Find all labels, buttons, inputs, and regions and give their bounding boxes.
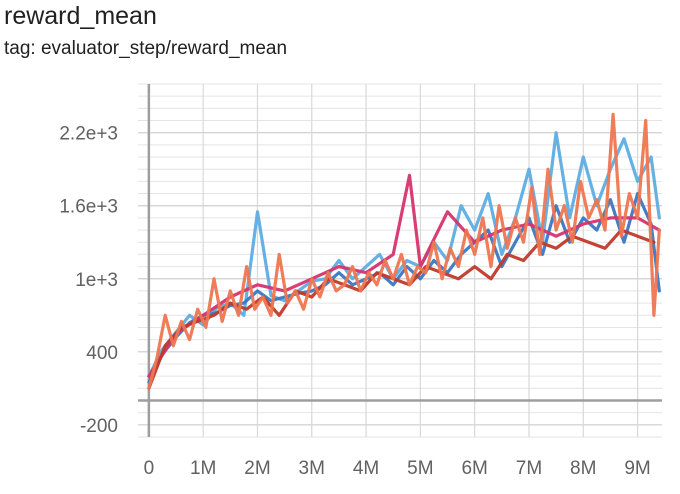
y-tick-label: 1.6e+3 xyxy=(59,197,118,218)
y-tick-label: 1e+3 xyxy=(75,270,118,291)
y-tick-label: 2.2e+3 xyxy=(59,124,118,145)
y-tick-label: -200 xyxy=(80,416,118,437)
x-tick-label: 6M xyxy=(461,458,487,479)
x-tick-label: 3M xyxy=(299,458,325,479)
x-tick-label: 0 xyxy=(144,458,155,479)
series-line-4 xyxy=(147,112,661,390)
axes xyxy=(138,84,662,437)
x-tick-label: 4M xyxy=(353,458,379,479)
x-tick-labels: 0 1M 2M 3M 4M 5M 6M 7M 8M 9M xyxy=(144,458,651,479)
x-tick-label: 1M xyxy=(190,458,216,479)
series-line-3 xyxy=(147,228,656,390)
series-lines xyxy=(147,112,661,390)
grid xyxy=(138,83,662,438)
y-tick-label: 400 xyxy=(86,343,118,364)
x-tick-label: 7M xyxy=(516,458,542,479)
x-tick-label: 8M xyxy=(570,458,596,479)
x-tick-label: 2M xyxy=(244,458,270,479)
chart-subtitle: tag: evaluator_step/reward_mean xyxy=(4,38,288,59)
x-tick-label: 5M xyxy=(407,458,433,479)
x-tick-label: 9M xyxy=(624,458,650,479)
y-tick-labels: -200 400 1e+3 1.6e+3 2.2e+3 xyxy=(59,124,118,437)
chart-title: reward_mean xyxy=(4,2,157,30)
